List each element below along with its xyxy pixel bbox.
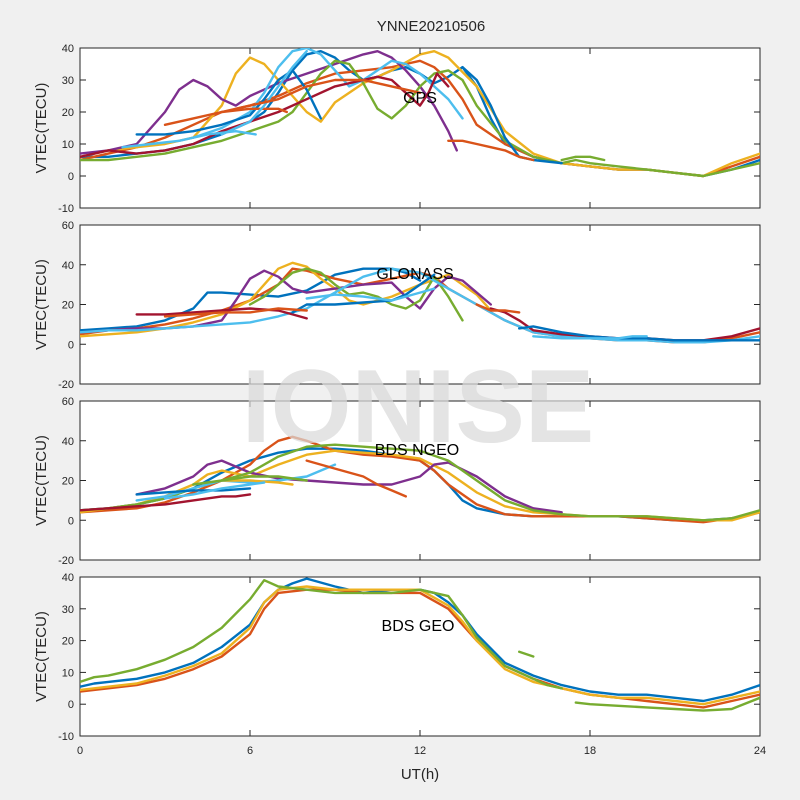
series-line-3 [80, 579, 563, 690]
y-tick-label: 10 [62, 139, 74, 151]
series-line-4 [80, 59, 760, 178]
subplot-2: -20 0 20 40 60 VTEC(TECU) BDS NGEO [33, 396, 761, 567]
series-line-7 [291, 273, 436, 314]
watermark-text: IONISE [242, 349, 595, 465]
y-tick-label: 60 [62, 396, 74, 408]
series-line-13 [121, 129, 257, 149]
y-axis-label: VTEC(TECU) [33, 435, 50, 526]
plot-area [79, 47, 761, 209]
series-line-0 [80, 267, 422, 332]
series-group [80, 261, 760, 344]
y-tick-label: -10 [58, 203, 74, 215]
y-tick-label: 20 [62, 636, 74, 648]
x-axis-label: UT(h) [401, 766, 439, 783]
series-line-1 [80, 588, 760, 709]
constellation-label: BDS NGEO [375, 442, 459, 459]
series-line-9 [305, 287, 436, 302]
y-tick-label: 0 [68, 515, 74, 527]
x-tick-label: 0 [77, 745, 83, 757]
y-tick-label: 40 [62, 260, 74, 272]
series-line-6 [80, 493, 252, 512]
series-group [80, 435, 760, 524]
y-tick-label: -20 [58, 379, 74, 391]
series-line-13 [475, 303, 521, 314]
series-group [80, 48, 760, 178]
series-line-9 [220, 50, 308, 136]
y-tick-label: 0 [68, 699, 74, 711]
series-line-3 [80, 50, 458, 155]
x-tick-label: 24 [754, 745, 766, 757]
y-tick-label: 20 [62, 107, 74, 119]
y-axis-label: VTEC(TECU) [33, 259, 50, 350]
y-tick-label: -10 [58, 731, 74, 743]
series-line-4 [518, 650, 535, 658]
series-line-12 [560, 155, 606, 162]
x-tick-label: 6 [247, 745, 253, 757]
series-group [80, 577, 760, 712]
series-line-9 [305, 459, 407, 498]
constellation-label: GLONASS [376, 266, 453, 283]
y-tick-label: 40 [62, 43, 74, 55]
series-line-4 [248, 267, 464, 322]
series-line-11 [447, 139, 535, 162]
y-tick-label: 40 [62, 436, 74, 448]
constellation-label: GPS [403, 90, 437, 107]
y-tick-label: 0 [68, 171, 74, 183]
y-tick-label: 20 [62, 476, 74, 488]
y-tick-label: 10 [62, 667, 74, 679]
series-line-3 [135, 459, 563, 514]
y-tick-label: 20 [62, 300, 74, 312]
y-axis-label: VTEC(TECU) [33, 611, 50, 702]
series-line-8 [163, 307, 308, 318]
series-line-5 [192, 48, 464, 139]
series-line-11 [518, 325, 760, 342]
subplot-0: -10 0 10 20 30 40 VTEC(TECU) GPS [33, 43, 761, 215]
series-line-7 [135, 69, 322, 136]
y-tick-label: 60 [62, 220, 74, 232]
series-line-6 [135, 307, 308, 320]
series-line-6 [80, 72, 450, 159]
y-tick-label: -20 [58, 555, 74, 567]
y-tick-label: 0 [68, 339, 74, 351]
y-axis-label: VTEC(TECU) [33, 83, 50, 174]
x-tick-label: 18 [584, 745, 596, 757]
plot-area [79, 400, 761, 561]
y-tick-label: 30 [62, 604, 74, 616]
series-line-5 [574, 696, 760, 712]
constellation-label: BDS GEO [382, 618, 455, 635]
series-line-5 [80, 267, 760, 344]
x-tick-label: 12 [414, 745, 426, 757]
series-line-8 [163, 107, 288, 127]
series-line-10 [163, 481, 266, 500]
series-line-7 [135, 487, 252, 496]
y-tick-label: 30 [62, 75, 74, 87]
subplot-1: -20 0 20 40 60 VTEC(TECU) GLONASS [33, 220, 761, 391]
plot-area [79, 576, 761, 737]
series-line-11 [192, 475, 308, 486]
figure-title: YNNE20210506 [377, 18, 485, 35]
series-line-12 [532, 335, 648, 340]
series-line-14 [234, 78, 422, 111]
y-tick-label: 40 [62, 572, 74, 584]
